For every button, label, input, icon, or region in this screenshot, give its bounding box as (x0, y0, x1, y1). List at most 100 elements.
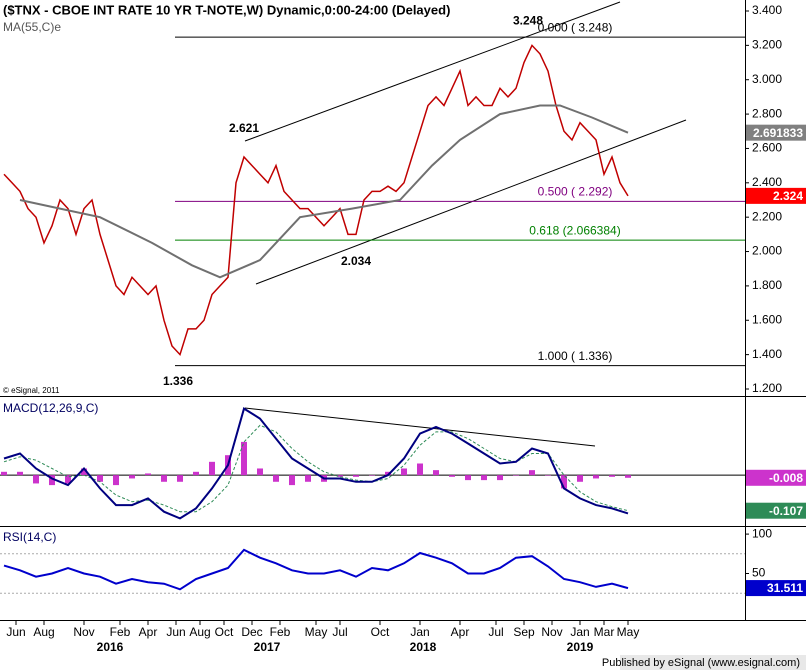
histogram-bar (81, 468, 87, 476)
year-label: 2017 (254, 640, 281, 654)
histogram-bar (273, 475, 279, 482)
series-line (19, 104, 629, 279)
histogram-bar (193, 471, 199, 476)
series-legend: MA(55,C)e (3, 20, 61, 34)
x-tick-label: Jun (166, 625, 185, 639)
last-value-box (746, 580, 806, 597)
histogram-bar (97, 475, 103, 482)
year-label: 2016 (97, 640, 124, 654)
y-tick-label: 2.600 (752, 141, 782, 155)
y-tick-label: 3.400 (752, 3, 782, 17)
histogram-bar (385, 471, 391, 476)
histogram-bar (593, 475, 599, 479)
histogram-bar (209, 461, 215, 476)
histogram-bar (177, 475, 183, 482)
histogram-bar (257, 468, 263, 476)
x-tick-label: Apr (139, 625, 158, 639)
footer-bg (620, 655, 806, 670)
x-tick-label: May (305, 625, 328, 639)
histogram-bar (17, 471, 23, 476)
histogram-bar (161, 475, 167, 482)
y-tick-label: 1.400 (752, 347, 782, 361)
histogram-bar (241, 441, 247, 476)
price-annotation: 3.248 (513, 13, 543, 27)
histogram-bar (49, 475, 55, 486)
histogram-bar (113, 475, 119, 486)
histogram-bar (417, 463, 423, 476)
price-annotation: 2.621 (229, 121, 259, 135)
y-tick-label: 2.000 (752, 244, 782, 258)
copyright: © eSignal, 2011 (3, 386, 60, 395)
last-value-box (746, 469, 806, 486)
trend-line (244, 407, 596, 447)
histogram-bar (625, 475, 631, 478)
panel-title: MACD(12,26,9,C) (3, 401, 98, 415)
histogram-bar (401, 468, 407, 476)
x-tick-label: Feb (110, 625, 131, 639)
last-value-label: -0.008 (769, 471, 803, 485)
histogram-bar (129, 475, 135, 479)
frame (0, 0, 806, 621)
series-line (3, 424, 629, 513)
histogram-bar (145, 473, 151, 476)
series-line (3, 548, 629, 591)
x-tick-label: Oct (371, 625, 390, 639)
x-tick-label: Jul (332, 625, 347, 639)
series-line (3, 407, 629, 520)
histogram-bar (33, 475, 39, 484)
y-tick-label: 3.000 (752, 72, 782, 86)
panel-title: ($TNX - CBOE INT RATE 10 YR T-NOTE,W) Dy… (3, 2, 450, 17)
fib-label: 0.000 ( 3.248) (538, 20, 613, 34)
x-tick-label: Dec (241, 625, 262, 639)
y-tick-label: 1.200 (752, 381, 782, 395)
histogram-bar (497, 475, 503, 481)
fib-label: 0.500 ( 2.292) (538, 185, 613, 199)
histogram-bar (561, 475, 567, 489)
trend-line (255, 119, 687, 285)
histogram-bar (289, 475, 295, 486)
y-tick-label: 2.400 (752, 175, 782, 189)
last-value-box (746, 502, 806, 519)
last-value-label: 2.691833 (753, 126, 803, 140)
x-tick-label: Sep (513, 625, 535, 639)
x-tick-label: Oct (215, 625, 234, 639)
series-line (3, 44, 629, 357)
histogram-bar (369, 475, 375, 476)
last-value-box (746, 187, 806, 204)
x-tick-label: Jan (570, 625, 589, 639)
histogram-bar (529, 470, 535, 476)
x-tick-label: Apr (451, 625, 470, 639)
footer: Published by eSignal (www.esignal.com) (602, 657, 800, 669)
histogram-bar (337, 475, 343, 477)
year-label: 2018 (410, 640, 437, 654)
histogram-bar (545, 475, 551, 476)
last-value-box (746, 124, 806, 141)
x-tick-label: Aug (189, 625, 210, 639)
y-tick-label: 3.200 (752, 38, 782, 52)
y-tick-label: 100 (752, 526, 772, 540)
histogram-bar (353, 475, 359, 477)
histogram-bar (609, 475, 615, 477)
x-tick-label: Jun (6, 625, 25, 639)
last-value-label: 2.324 (773, 189, 803, 203)
x-tick-label: Nov (73, 625, 94, 639)
last-value-label: -0.107 (769, 504, 803, 518)
fib-label: 1.000 ( 1.336) (538, 349, 613, 363)
trend-line (244, 1, 621, 142)
histogram-bar (577, 475, 583, 482)
y-tick-label: 2.200 (752, 209, 782, 223)
histogram-bar (1, 471, 7, 476)
y-tick-label: 2.800 (752, 106, 782, 120)
x-tick-label: Mar (594, 625, 615, 639)
histogram-bar (433, 470, 439, 476)
histogram-bar (65, 475, 71, 484)
y-tick-label: 50 (752, 566, 766, 580)
price-annotation: 1.336 (163, 374, 193, 388)
year-label: 2019 (567, 640, 594, 654)
x-tick-label: Jul (488, 625, 503, 639)
x-tick-label: May (617, 625, 640, 639)
x-tick-label: Aug (33, 625, 54, 639)
y-tick-label: 1.600 (752, 312, 782, 326)
